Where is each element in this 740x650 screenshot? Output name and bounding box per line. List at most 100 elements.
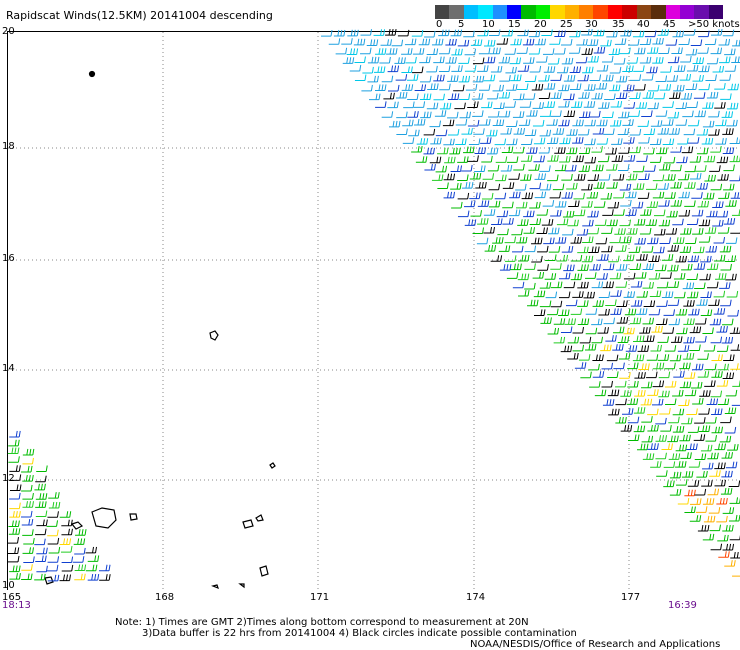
wind-barb (526, 147, 538, 154)
wind-barb (523, 210, 535, 218)
colorbar-swatch (564, 5, 580, 19)
wind-barb (385, 29, 397, 36)
wind-barb (623, 254, 635, 262)
colorbar-swatch (521, 5, 536, 19)
wind-barb (626, 227, 638, 235)
wind-barb (647, 389, 659, 396)
wind-barb (518, 289, 530, 297)
wind-barb (634, 83, 646, 91)
wind-barb (597, 327, 609, 334)
wind-barb (483, 56, 496, 64)
wind-barb (682, 110, 694, 118)
wind-barb (426, 65, 438, 73)
wind-barb (22, 474, 34, 482)
wind-barb (555, 200, 567, 208)
wind-barb (702, 533, 715, 541)
wind-barb (447, 93, 460, 100)
colorbar-swatch (535, 5, 551, 19)
wind-barb (598, 308, 610, 316)
wind-barb (427, 83, 439, 90)
wind-barb (687, 119, 700, 127)
wind-barb (532, 272, 545, 279)
wind-barb (411, 145, 423, 153)
wind-barb (606, 182, 618, 189)
wind-barb (629, 146, 641, 154)
wind-barb (634, 47, 646, 55)
wind-barb (47, 511, 59, 518)
wind-barb (719, 245, 732, 253)
wind-barb (720, 299, 732, 307)
wind-barb (488, 183, 501, 191)
wind-barb (654, 228, 666, 236)
wind-barb (442, 119, 455, 127)
wind-barb (684, 506, 696, 514)
wind-barb (656, 281, 669, 289)
note-line-3: NOAA/NESDIS/Office of Research and Appli… (470, 639, 721, 650)
wind-barb (581, 183, 593, 191)
wind-barb (718, 38, 731, 46)
wind-barb (696, 471, 708, 478)
wind-barb (533, 290, 546, 298)
wind-barb (413, 118, 426, 126)
map-plot-area (7, 31, 740, 590)
wind-barb (589, 381, 601, 388)
wind-barb (641, 110, 653, 117)
wind-barb (469, 172, 482, 180)
wind-barb (536, 227, 548, 235)
colorbar-swatch (651, 5, 666, 19)
wind-barb (729, 327, 740, 334)
wind-barb (618, 111, 630, 119)
wind-barb (729, 137, 740, 144)
wind-barb (677, 137, 689, 145)
wind-barb (643, 147, 655, 155)
wind-barb (692, 75, 704, 82)
wind-barb (531, 83, 544, 91)
wind-barb (713, 254, 726, 262)
wind-barb (513, 93, 525, 101)
wind-barb (717, 174, 729, 181)
wind-barb (617, 336, 630, 343)
wind-barb (548, 246, 561, 253)
wind-barb (730, 231, 740, 234)
wind-barb (668, 128, 681, 135)
wind-barb (472, 227, 485, 235)
wind-barb (504, 48, 517, 55)
wind-barb (381, 75, 394, 83)
wind-barb (683, 300, 695, 307)
wind-barb (577, 281, 589, 289)
wind-barb (675, 308, 688, 316)
wind-barb (615, 380, 627, 388)
wind-barb (543, 101, 556, 108)
wind-barb (685, 237, 697, 244)
wind-barb (694, 488, 707, 496)
wind-barb (581, 28, 593, 36)
wind-barb (643, 300, 656, 307)
wind-barb (489, 47, 501, 55)
wind-barb (500, 127, 512, 135)
wind-barb (550, 281, 563, 289)
wind-barb (494, 138, 507, 146)
wind-barb (48, 501, 61, 509)
wind-barb (515, 236, 528, 244)
wind-barb (652, 191, 665, 199)
wind-barb (675, 102, 688, 109)
wind-barb (373, 66, 386, 73)
wind-barb (386, 48, 398, 55)
wind-barb (603, 317, 616, 325)
wind-barb (615, 245, 627, 252)
wind-barb (673, 370, 685, 378)
wind-barb (464, 219, 477, 226)
wind-barb (676, 156, 688, 164)
wind-barb (8, 456, 20, 463)
wind-barb (552, 128, 565, 135)
wind-barb (533, 155, 545, 163)
wind-barb (696, 183, 708, 190)
wind-barb (411, 30, 424, 37)
wind-barb (642, 73, 654, 81)
wind-barb (473, 128, 485, 135)
wind-barb (704, 380, 716, 387)
wind-barb (439, 47, 451, 55)
wind-barb (593, 182, 605, 189)
wind-barb (536, 56, 548, 63)
wind-barb (729, 534, 740, 541)
